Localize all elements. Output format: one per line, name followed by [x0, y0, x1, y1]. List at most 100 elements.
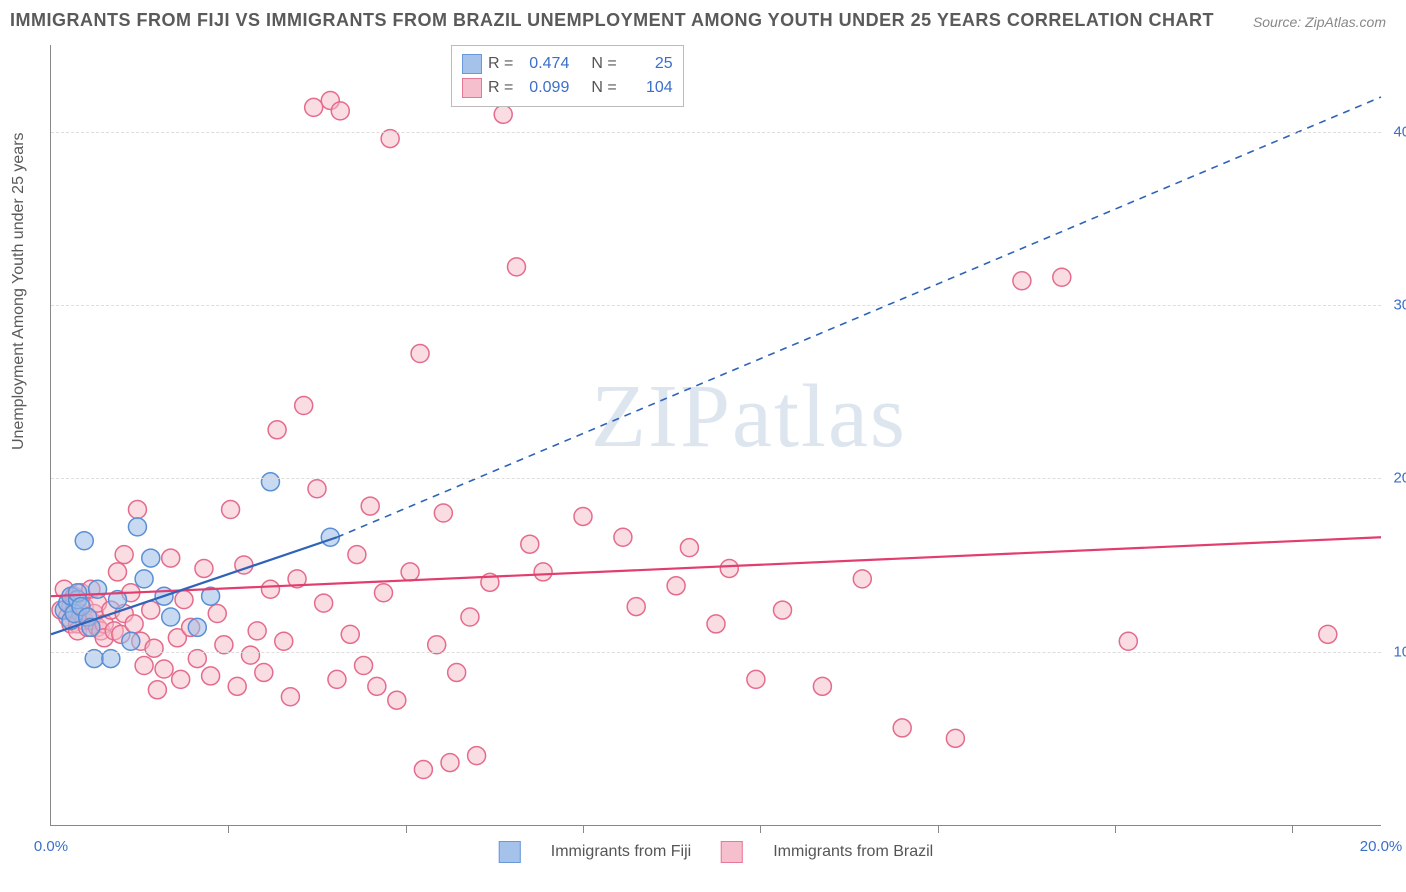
- gridline: [51, 652, 1381, 653]
- datapoint-brazil: [109, 563, 127, 581]
- datapoint-brazil: [448, 663, 466, 681]
- swatch-fiji: [462, 54, 482, 74]
- r-label: R =: [488, 79, 513, 97]
- datapoint-brazil: [893, 719, 911, 737]
- datapoint-brazil: [1119, 632, 1137, 650]
- datapoint-brazil: [172, 670, 190, 688]
- datapoint-brazil: [268, 421, 286, 439]
- datapoint-brazil: [707, 615, 725, 633]
- datapoint-brazil: [202, 667, 220, 685]
- datapoint-brazil: [341, 625, 359, 643]
- datapoint-brazil: [468, 747, 486, 765]
- datapoint-brazil: [614, 528, 632, 546]
- datapoint-brazil: [1319, 625, 1337, 643]
- datapoint-brazil: [946, 729, 964, 747]
- datapoint-brazil: [275, 632, 293, 650]
- datapoint-brazil: [305, 98, 323, 116]
- datapoint-brazil: [680, 539, 698, 557]
- datapoint-fiji: [135, 570, 153, 588]
- datapoint-fiji: [162, 608, 180, 626]
- stats-row-fiji: R = 0.474 N = 25: [462, 52, 673, 76]
- datapoint-brazil: [255, 663, 273, 681]
- datapoint-brazil: [414, 761, 432, 779]
- datapoint-brazil: [242, 646, 260, 664]
- r-value-fiji: 0.474: [519, 55, 569, 73]
- stats-row-brazil: R = 0.099 N = 104: [462, 76, 673, 100]
- datapoint-brazil: [1053, 268, 1071, 286]
- datapoint-brazil: [208, 605, 226, 623]
- datapoint-fiji: [128, 518, 146, 536]
- datapoint-brazil: [348, 546, 366, 564]
- legend-label-fiji: Immigrants from Fiji: [551, 843, 691, 861]
- datapoint-brazil: [195, 559, 213, 577]
- source-attribution: Source: ZipAtlas.com: [1253, 14, 1386, 30]
- xtick: [228, 825, 229, 833]
- datapoint-fiji: [75, 532, 93, 550]
- xtick-label: 20.0%: [1360, 838, 1403, 855]
- datapoint-brazil: [434, 504, 452, 522]
- datapoint-fiji: [261, 473, 279, 491]
- xtick: [406, 825, 407, 833]
- datapoint-brazil: [175, 591, 193, 609]
- swatch-brazil: [462, 78, 482, 98]
- legend-label-brazil: Immigrants from Brazil: [773, 843, 933, 861]
- datapoint-brazil: [521, 535, 539, 553]
- n-value-fiji: 25: [623, 55, 673, 73]
- datapoint-brazil: [388, 691, 406, 709]
- legend: Immigrants from Fiji Immigrants from Bra…: [499, 841, 933, 863]
- datapoint-brazil: [508, 258, 526, 276]
- n-label: N =: [591, 79, 616, 97]
- n-label: N =: [591, 55, 616, 73]
- y-axis-label: Unemployment Among Youth under 25 years: [10, 132, 28, 450]
- datapoint-brazil: [281, 688, 299, 706]
- datapoint-fiji: [188, 618, 206, 636]
- datapoint-brazil: [534, 563, 552, 581]
- datapoint-fiji: [89, 580, 107, 598]
- datapoint-brazil: [627, 598, 645, 616]
- datapoint-brazil: [667, 577, 685, 595]
- datapoint-brazil: [401, 563, 419, 581]
- xtick: [1115, 825, 1116, 833]
- datapoint-brazil: [813, 677, 831, 695]
- datapoint-brazil: [222, 501, 240, 519]
- r-label: R =: [488, 55, 513, 73]
- datapoint-brazil: [128, 501, 146, 519]
- datapoint-brazil: [1013, 272, 1031, 290]
- datapoint-brazil: [853, 570, 871, 588]
- datapoint-brazil: [361, 497, 379, 515]
- datapoint-brazil: [148, 681, 166, 699]
- legend-swatch-brazil: [721, 841, 743, 863]
- xtick: [938, 825, 939, 833]
- ytick-label: 20.0%: [1393, 470, 1406, 487]
- datapoint-brazil: [145, 639, 163, 657]
- ytick-label: 10.0%: [1393, 643, 1406, 660]
- datapoint-brazil: [368, 677, 386, 695]
- datapoint-brazil: [308, 480, 326, 498]
- datapoint-fiji: [122, 632, 140, 650]
- datapoint-brazil: [411, 345, 429, 363]
- ytick-label: 40.0%: [1393, 123, 1406, 140]
- datapoint-brazil: [441, 754, 459, 772]
- datapoint-brazil: [355, 657, 373, 675]
- datapoint-brazil: [747, 670, 765, 688]
- xtick: [583, 825, 584, 833]
- datapoint-fiji: [142, 549, 160, 567]
- xtick: [760, 825, 761, 833]
- datapoint-brazil: [228, 677, 246, 695]
- datapoint-brazil: [155, 660, 173, 678]
- datapoint-brazil: [261, 580, 279, 598]
- gridline: [51, 478, 1381, 479]
- gridline: [51, 132, 1381, 133]
- datapoint-brazil: [494, 105, 512, 123]
- datapoint-brazil: [331, 102, 349, 120]
- datapoint-brazil: [115, 546, 133, 564]
- r-value-brazil: 0.099: [519, 79, 569, 97]
- legend-swatch-fiji: [499, 841, 521, 863]
- datapoint-brazil: [295, 397, 313, 415]
- ytick-label: 30.0%: [1393, 297, 1406, 314]
- correlation-chart: ZIPatlas R = 0.474 N = 25 R = 0.099 N = …: [50, 45, 1381, 826]
- trendline: [337, 97, 1381, 537]
- datapoint-brazil: [461, 608, 479, 626]
- gridline: [51, 305, 1381, 306]
- datapoint-brazil: [375, 584, 393, 602]
